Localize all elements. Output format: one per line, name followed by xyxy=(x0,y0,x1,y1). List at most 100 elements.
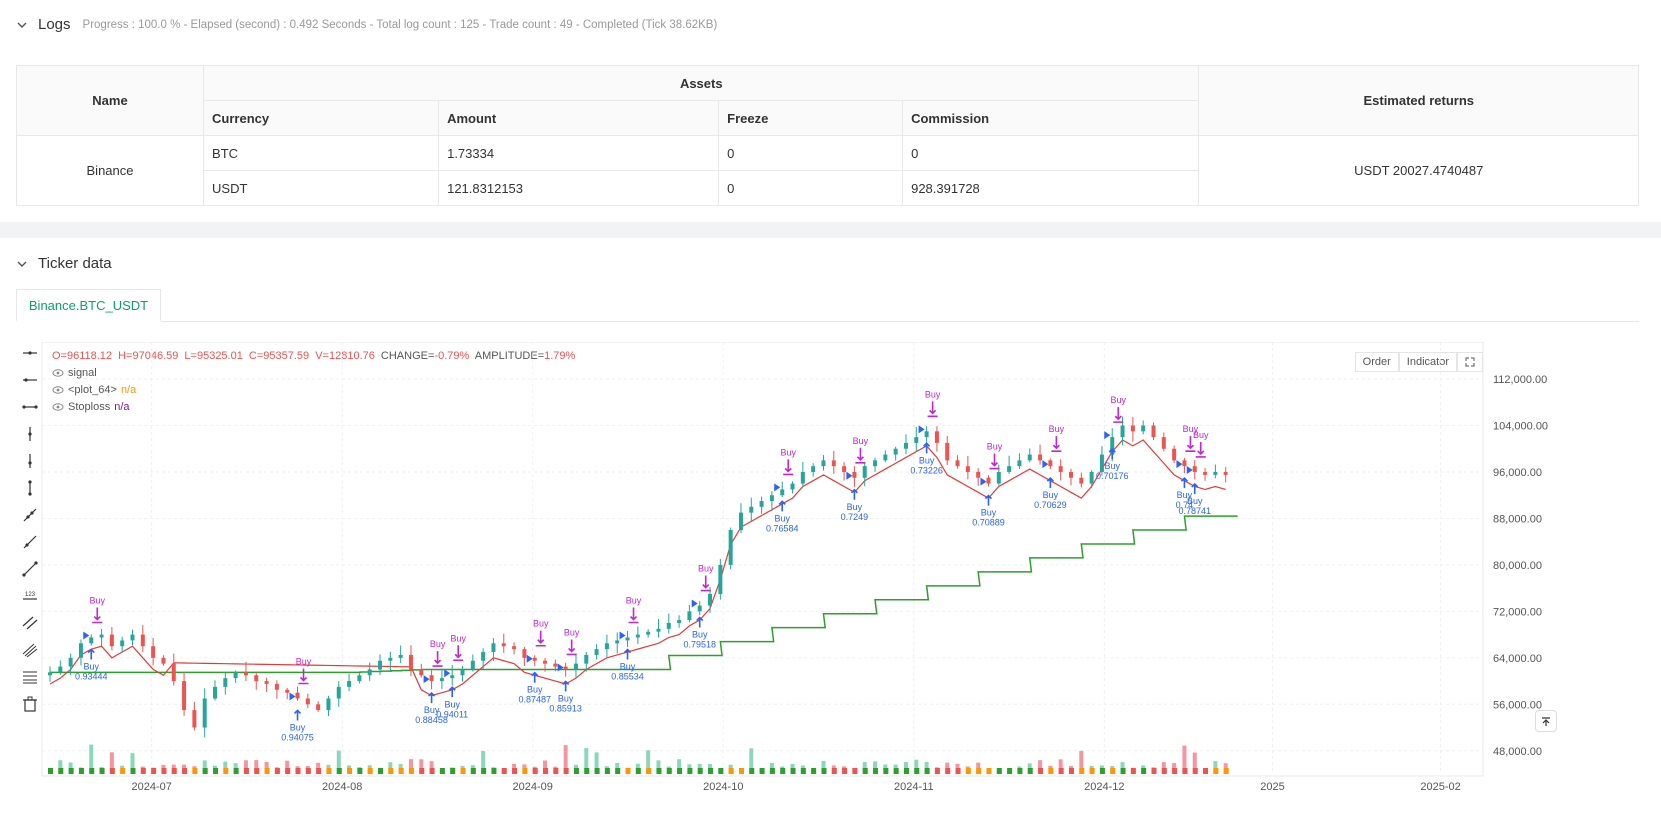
signal-strip xyxy=(1141,768,1147,774)
eye-icon[interactable] xyxy=(52,385,64,395)
currency-cell: BTC xyxy=(203,135,440,171)
volume-bar xyxy=(883,764,888,774)
volume-bar xyxy=(109,752,114,774)
vertical-line-icon[interactable] xyxy=(19,423,41,445)
candle-body xyxy=(790,483,795,490)
signal-strip xyxy=(1120,768,1126,774)
sub-currency-header: Currency xyxy=(203,100,440,136)
candle-body xyxy=(914,437,919,443)
signal-strip xyxy=(821,768,827,774)
extended-line-icon[interactable] xyxy=(19,396,41,418)
volume-bar xyxy=(986,768,991,774)
candle-body xyxy=(140,634,145,647)
signal-strip xyxy=(604,768,610,774)
signal-strip xyxy=(398,768,404,774)
volume-bar xyxy=(934,767,939,774)
tab-binance-btc-usdt[interactable]: Binance.BTC_USDT xyxy=(16,289,161,322)
signal-strip xyxy=(274,768,280,774)
price-line-icon[interactable]: 123 xyxy=(19,585,41,607)
candle-body xyxy=(852,471,857,478)
candle-body xyxy=(151,646,156,658)
horizontal-line-icon[interactable] xyxy=(19,342,41,364)
fullscreen-icon[interactable] xyxy=(1457,352,1483,372)
scroll-to-latest-icon[interactable] xyxy=(1535,710,1557,732)
signal-strip xyxy=(862,768,868,774)
signal-strip xyxy=(852,768,858,774)
volume-bar xyxy=(656,760,661,774)
volume-bar xyxy=(811,767,816,774)
legend-row-signal[interactable]: signal xyxy=(52,367,578,379)
buy-signal-label: Buy xyxy=(533,619,549,629)
legend-row-stoploss[interactable]: Stoploss n/a xyxy=(52,401,578,413)
buy-signal-label: Buy xyxy=(1110,395,1126,405)
order-button[interactable]: Order xyxy=(1354,352,1399,372)
indicator-lines xyxy=(49,439,1238,697)
volume-bar xyxy=(316,762,321,774)
volume-bar xyxy=(1089,765,1094,774)
signal-strip xyxy=(48,768,53,774)
signal-strip xyxy=(1048,768,1054,774)
candle-body xyxy=(955,460,960,467)
volume-bar xyxy=(615,762,620,774)
eye-icon[interactable] xyxy=(52,402,64,412)
trash-icon[interactable] xyxy=(19,693,41,715)
parallel-channel-icon[interactable] xyxy=(19,612,41,634)
volume-bar xyxy=(48,767,52,774)
entry-marker xyxy=(444,669,451,678)
buy-signal-arrow xyxy=(628,607,639,624)
chart-area[interactable]: 123 O=96118.12 H=97046.59 L=95325.01 C=9… xyxy=(16,342,1661,822)
vertical-segment-icon[interactable] xyxy=(19,477,41,499)
signal-strip xyxy=(1192,768,1198,774)
trend-line-icon[interactable] xyxy=(19,504,41,526)
signal-strip xyxy=(336,768,342,774)
buy-label: Buy xyxy=(1104,461,1120,471)
horizontal-ray-icon[interactable] xyxy=(19,369,41,391)
entry-marker xyxy=(557,663,564,672)
candle-body xyxy=(677,620,682,623)
volume-bar xyxy=(130,753,135,774)
candle-body xyxy=(718,564,723,594)
candle-body xyxy=(305,698,310,705)
volume-bar xyxy=(553,766,558,774)
fib-levels-icon[interactable] xyxy=(19,666,41,688)
chevron-down-icon[interactable] xyxy=(16,19,28,31)
fibonacci-icon[interactable] xyxy=(19,639,41,661)
volume-bar xyxy=(666,766,671,774)
logs-header[interactable]: Logs Progress : 100.0 % - Elapsed (secon… xyxy=(16,16,717,33)
volume-bar xyxy=(738,768,743,774)
buy-label: Buy xyxy=(981,508,997,518)
candle-body xyxy=(604,643,609,650)
vertical-ray-icon[interactable] xyxy=(19,450,41,472)
candle-body xyxy=(759,501,764,507)
logs-status: Progress : 100.0 % - Elapsed (second) : … xyxy=(82,18,718,31)
signal-strip xyxy=(182,768,188,774)
signal-strip xyxy=(903,768,909,774)
signal-strip xyxy=(1027,768,1033,774)
volume-bar xyxy=(1099,765,1104,774)
buy-arrow xyxy=(923,442,931,454)
signal-strip xyxy=(357,768,363,774)
candle-body xyxy=(635,634,640,638)
price-chart[interactable]: Buy0.93444BuyBuy0.94075BuyBuy0.88458BuyB… xyxy=(16,342,1661,822)
volume-bar xyxy=(161,764,166,774)
candle-body xyxy=(357,675,362,682)
y-tick-label: 80,000.00 xyxy=(1493,560,1542,572)
volume-bar xyxy=(759,768,764,774)
candle-body xyxy=(182,681,187,711)
volume-bar xyxy=(1038,760,1043,774)
candle-body xyxy=(347,681,352,687)
signal-strip xyxy=(1203,768,1209,774)
chevron-down-icon[interactable] xyxy=(16,258,28,270)
candle-body xyxy=(171,663,176,682)
section-divider xyxy=(0,222,1661,238)
segment-icon[interactable] xyxy=(19,558,41,580)
ray-line-icon[interactable] xyxy=(19,531,41,553)
indicator-button[interactable]: Indicator xyxy=(1398,352,1457,372)
volume-bar xyxy=(532,766,537,774)
col-assets-header: Assets xyxy=(203,65,1200,101)
volume-bar xyxy=(285,760,290,774)
legend-row-plot64[interactable]: <plot_64> n/a xyxy=(52,384,578,396)
ticker-header[interactable]: Ticker data xyxy=(16,255,112,272)
eye-icon[interactable] xyxy=(52,368,64,378)
signal-strip xyxy=(790,768,796,774)
